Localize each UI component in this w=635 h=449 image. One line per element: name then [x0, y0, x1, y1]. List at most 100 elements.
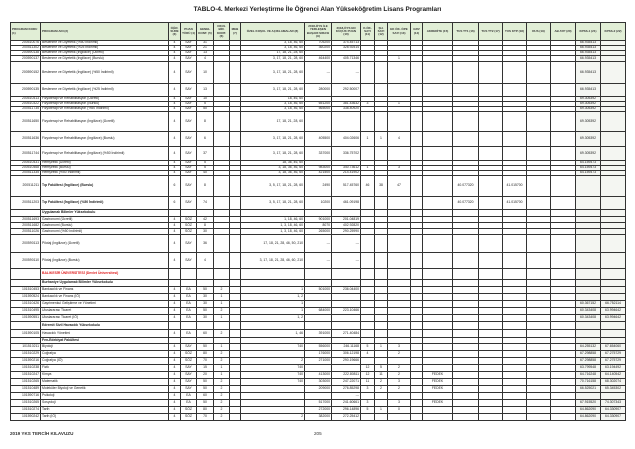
table-row: 101510453 Bankacılık ve Finans 4 EA 50 2 1 5010… [10, 286, 626, 294]
column-header-quota: GENEL KONT. (5) [196, 22, 214, 41]
cell-tus-tt2 [478, 329, 503, 338]
cell-success-rank: 405500 [304, 131, 332, 147]
cell-score-type: EA [180, 329, 197, 338]
cell-program-name: Beslenme ve Diyetetik (İngilizce) (%25 İ… [40, 83, 169, 97]
cell-score-type: SAY [180, 196, 197, 210]
cell-ek-count: 2 [387, 350, 411, 358]
cell-ab-ayp [550, 175, 576, 197]
cell-tus-ktp: 41.015700 [502, 196, 527, 210]
cell-accreditation [422, 392, 453, 400]
cell-sh-count: 5 [374, 364, 388, 372]
university-row: BALIKESİR ÜNİVERSİTESİ (Devlet Üniversit… [10, 268, 626, 280]
cell-school-first-quota: 2 [213, 399, 230, 407]
cell-ek-count [387, 209, 411, 217]
cell-success-rank: --- [304, 252, 332, 269]
cell-school-first-quota [213, 131, 230, 147]
cell-tus-tt2 [478, 268, 503, 280]
cell-program-code: 101510453 [10, 286, 41, 294]
cell-score-type: SAY [180, 371, 197, 379]
cell-school-first-quota: 1 [213, 364, 230, 372]
cell-grv [410, 364, 423, 372]
cell-program-name: Beslenme ve Diyetetik (İngilizce) (%50 İ… [40, 61, 169, 84]
cell-kok-count: 1 [360, 131, 375, 147]
cell-tus-tt2 [478, 61, 503, 84]
cell-success-rank: --- [304, 234, 332, 253]
cell-accreditation [422, 175, 453, 197]
cell-ab-ayp [550, 343, 576, 351]
cell-sh-count [374, 268, 388, 280]
cell-min-score: 336.75702 [331, 146, 361, 161]
cell-sh-count: 1 [374, 343, 388, 351]
cell-program-name: Biyoloji [40, 343, 169, 351]
cell-program-code [10, 279, 41, 287]
cell-program-name: Tıp Fakültesi (İngilizce) (%50 İndirimli… [40, 196, 169, 210]
cell-kpss-2 [600, 146, 626, 161]
cell-tus-tt1: 40.077320 [452, 175, 479, 197]
cell-duration: 4 [168, 307, 181, 315]
table-header-row: PROGRAM KODU (1) PROGRAM ADI (2) ÖĞR. SÜRE… [10, 22, 626, 41]
cell-grv [410, 343, 423, 351]
cell-grv [410, 300, 423, 308]
cell-quota: 13 [196, 83, 214, 97]
cell-meb [229, 252, 241, 269]
cell-program-name: Gayrimenkul Geliştirme ve Yönetimi [40, 300, 169, 308]
cell-tus-tt1 [452, 234, 479, 253]
cell-school-first-quota: 2 [213, 378, 230, 386]
cell-kpss-2: 64.330907 [600, 413, 626, 421]
cell-tus-tt2 [478, 392, 503, 400]
cell-meb [229, 413, 241, 421]
table-row: 200511735 Fizyoterapi ve Rehabilitasyon (… [10, 106, 626, 112]
cell-meb [229, 364, 241, 372]
cell-dus [526, 111, 551, 132]
cell-duration: 6 [168, 175, 181, 197]
cell-min-score [331, 268, 361, 280]
cell-accreditation [422, 286, 453, 294]
cell-min-score [331, 111, 361, 132]
cell-success-rank: 556000 [304, 343, 332, 351]
cell-kok-count [360, 61, 375, 84]
cell-grv [410, 321, 423, 330]
cell-kpss-2 [600, 196, 626, 210]
cell-success-rank [304, 279, 332, 287]
cell-tus-tt1 [452, 321, 479, 330]
cell-tus-tt1 [452, 268, 479, 280]
cell-program-code: 101510274 [10, 406, 41, 414]
cell-ek-count [387, 357, 411, 365]
cell-ek-count [387, 268, 411, 280]
cell-kpss-1 [575, 293, 601, 301]
cell-tus-tt2 [478, 371, 503, 379]
cell-accreditation [422, 131, 453, 147]
cell-program-name: Fizyoterapi ve Rehabilitasyon (İngilizce… [40, 146, 169, 161]
cell-kok-count [360, 146, 375, 161]
cell-kok-count [360, 252, 375, 269]
cell-school-first-quota [213, 83, 230, 97]
cell-duration: 4 [168, 357, 181, 365]
cell-meb [229, 350, 241, 358]
cell-kpss-1: 70.716158 [575, 378, 601, 386]
cell-ek-count: 3 [387, 399, 411, 407]
cell-school-first-quota: 1 [213, 300, 230, 308]
cell-kpss-2: 67.654060 [600, 343, 626, 351]
cell-tus-tt1 [452, 357, 479, 365]
cell-kpss-1: 66.525021 [575, 385, 601, 393]
cell-tus-ktp [502, 83, 527, 97]
cell-success-rank [304, 268, 332, 280]
cell-meb [229, 378, 241, 386]
cell-score-type: EA [180, 314, 197, 322]
table-row: 101510247 Kimya 4 SAY 20 1 740 413000 222.80811 1… [10, 371, 626, 379]
cell-accreditation [422, 329, 453, 338]
cell-program-code: 101510265 [10, 378, 41, 386]
cell-school-first-quota: 2 [213, 329, 230, 338]
cell-program-code: 200590113 [10, 234, 41, 253]
table-row: 101510426 Gayrimenkul Geliştirme ve Yönet… [10, 300, 626, 308]
cell-accreditation [422, 83, 453, 97]
cell-ek-count [387, 329, 411, 338]
cell-min-score [331, 321, 361, 330]
table-row: 200511203 Tıp Fakültesi (İngilizce) (%50 … [10, 196, 626, 210]
column-header-school-first-quota: OKUL BİR. KONT. (6) [213, 22, 230, 41]
cell-success-rank [304, 392, 332, 400]
cell-ek-count: 3 [387, 343, 411, 351]
cell-kok-count: 12 [360, 364, 375, 372]
cell-tus-tt1 [452, 61, 479, 84]
cell-score-type: SAY [180, 111, 197, 132]
